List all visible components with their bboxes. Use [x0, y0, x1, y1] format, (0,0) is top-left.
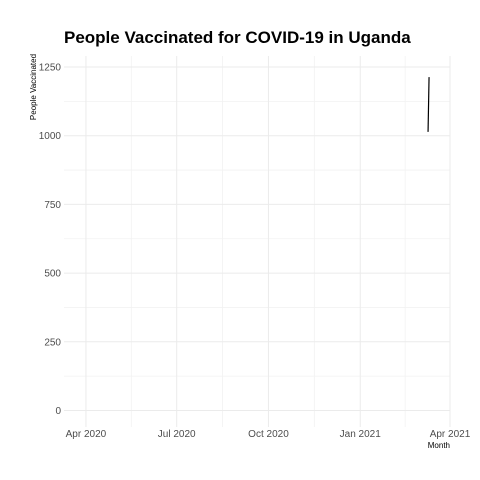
y-tick-label: 1000	[39, 131, 62, 142]
x-tick-label: Apr 2020	[66, 429, 107, 440]
x-tick-label: Oct 2020	[248, 429, 289, 440]
chart-title: People Vaccinated for COVID-19 in Uganda	[64, 28, 411, 47]
y-tick-label: 250	[44, 337, 61, 348]
grid-major	[64, 56, 451, 427]
x-tick-label: Apr 2021	[430, 429, 471, 440]
x-axis-title: Month	[428, 441, 450, 450]
series-layer	[427, 77, 430, 132]
y-axis-title: People Vaccinated	[29, 54, 38, 120]
y-tick-label: 1250	[39, 62, 62, 73]
y-tick-label: 500	[44, 269, 61, 280]
y-axis-ticks: 0 250 500 750 1000 1250	[39, 62, 62, 417]
series-line-uganda	[427, 77, 430, 132]
y-tick-label: 750	[44, 200, 61, 211]
y-tick-label: 0	[55, 406, 61, 417]
x-axis-ticks: Apr 2020 Jul 2020 Oct 2020 Jan 2021 Apr 2021	[66, 429, 471, 440]
x-tick-label: Jan 2021	[340, 429, 382, 440]
grid-minor	[64, 56, 450, 427]
x-tick-label: Jul 2020	[158, 429, 196, 440]
